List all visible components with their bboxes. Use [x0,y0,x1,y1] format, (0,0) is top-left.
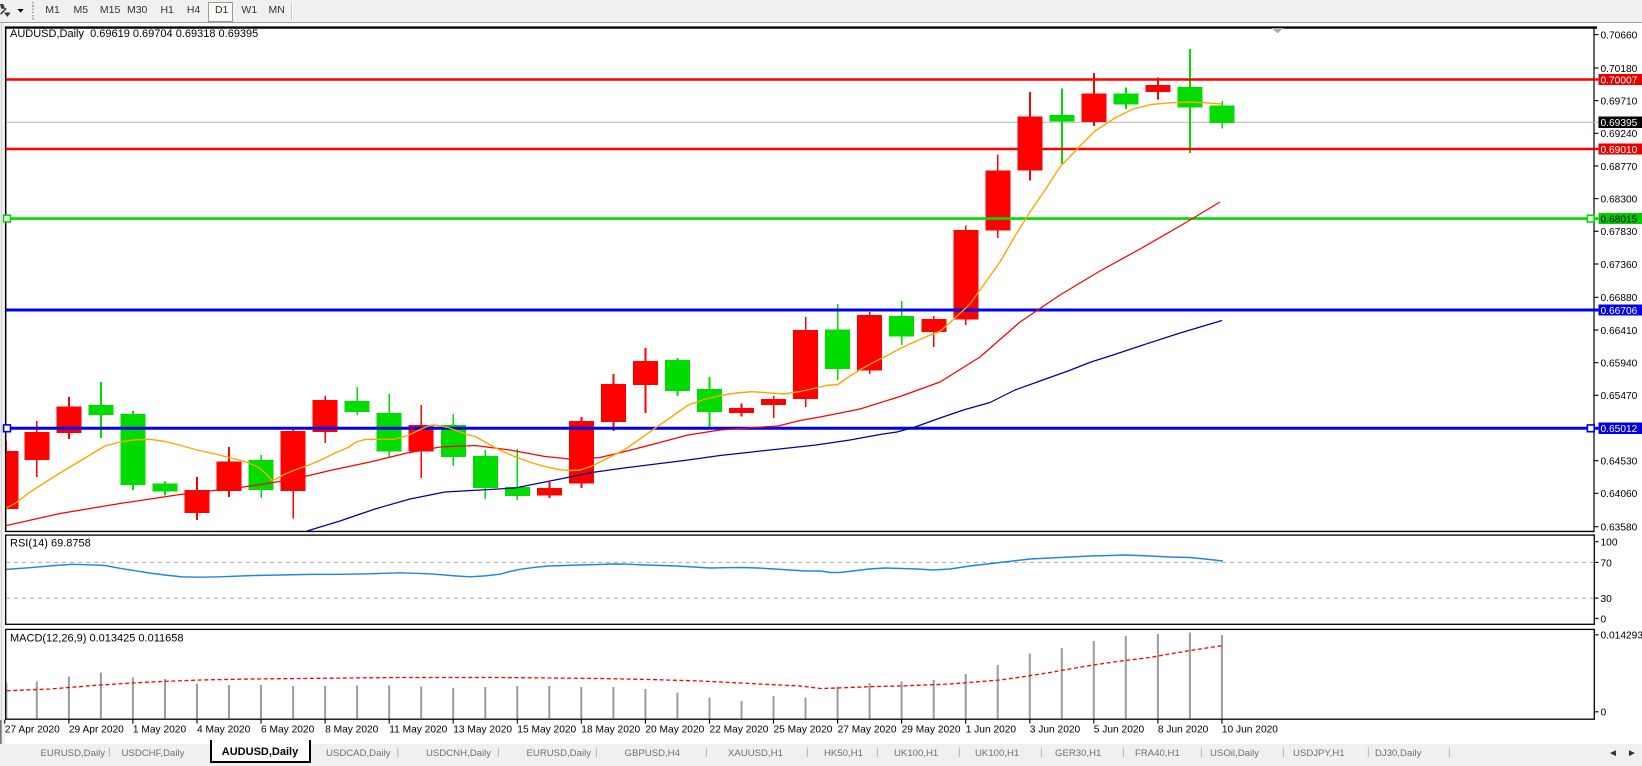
svg-text:0.70660: 0.70660 [1601,31,1638,42]
svg-text:0.64530: 0.64530 [1601,457,1638,468]
svg-text:100: 100 [1601,538,1618,549]
svg-text:0.68770: 0.68770 [1601,162,1638,173]
svg-text:15 May 2020: 15 May 2020 [517,725,576,736]
svg-text:0: 0 [1601,614,1607,625]
svg-text:0.65940: 0.65940 [1601,359,1638,370]
svg-text:AUDUSD,Daily 0.69619 0.69704: AUDUSD,Daily 0.69619 0.69704 0.69318 0.6… [10,28,258,40]
svg-text:0.64060: 0.64060 [1601,489,1638,500]
svg-text:5 Jun 2020: 5 Jun 2020 [1094,725,1145,736]
svg-text:0.66880: 0.66880 [1601,293,1638,304]
svg-text:0.66410: 0.66410 [1601,326,1638,337]
svg-text:1 May 2020: 1 May 2020 [133,725,187,736]
svg-text:0.70180: 0.70180 [1601,64,1638,75]
svg-text:6 May 2020: 6 May 2020 [261,725,315,736]
svg-text:10 Jun 2020: 10 Jun 2020 [1222,725,1278,736]
svg-text:18 May 2020: 18 May 2020 [581,725,640,736]
svg-text:MACD(12,26,9) 0.013425 0.01165: MACD(12,26,9) 0.013425 0.011658 [10,633,183,645]
svg-text:0.66706: 0.66706 [1601,306,1638,317]
svg-text:8 May 2020: 8 May 2020 [325,725,379,736]
svg-text:RSI(14) 69.8758: RSI(14) 69.8758 [10,538,91,550]
svg-text:0.65012: 0.65012 [1601,424,1638,435]
svg-text:0: 0 [1601,708,1607,719]
svg-text:0.70007: 0.70007 [1601,75,1638,86]
svg-text:4 May 2020: 4 May 2020 [197,725,251,736]
svg-text:0.69240: 0.69240 [1601,129,1638,140]
svg-text:30: 30 [1601,594,1613,605]
svg-text:11 May 2020: 11 May 2020 [389,725,447,736]
svg-text:0.67360: 0.67360 [1601,260,1638,271]
svg-text:3 Jun 2020: 3 Jun 2020 [1030,725,1081,736]
svg-text:20 May 2020: 20 May 2020 [645,725,704,736]
svg-text:0.67830: 0.67830 [1601,227,1638,238]
svg-text:0.68300: 0.68300 [1601,195,1638,206]
svg-text:0.014293: 0.014293 [1601,631,1642,642]
svg-text:0.63580: 0.63580 [1601,523,1638,534]
svg-text:8 Jun 2020: 8 Jun 2020 [1158,725,1209,736]
svg-text:0.69710: 0.69710 [1601,97,1638,108]
svg-text:22 May 2020: 22 May 2020 [710,725,769,736]
svg-text:0.69395: 0.69395 [1601,118,1638,129]
svg-text:29 May 2020: 29 May 2020 [902,725,961,736]
svg-text:0.65470: 0.65470 [1601,391,1638,402]
svg-text:27 May 2020: 27 May 2020 [838,725,897,736]
svg-text:70: 70 [1601,558,1613,569]
svg-text:25 May 2020: 25 May 2020 [774,725,833,736]
svg-text:29 Apr 2020: 29 Apr 2020 [69,725,124,736]
svg-text:0.68015: 0.68015 [1601,215,1638,226]
svg-text:13 May 2020: 13 May 2020 [453,725,512,736]
svg-text:1 Jun 2020: 1 Jun 2020 [966,725,1017,736]
svg-text:0.69010: 0.69010 [1601,145,1638,156]
svg-text:27 Apr 2020: 27 Apr 2020 [5,725,60,736]
